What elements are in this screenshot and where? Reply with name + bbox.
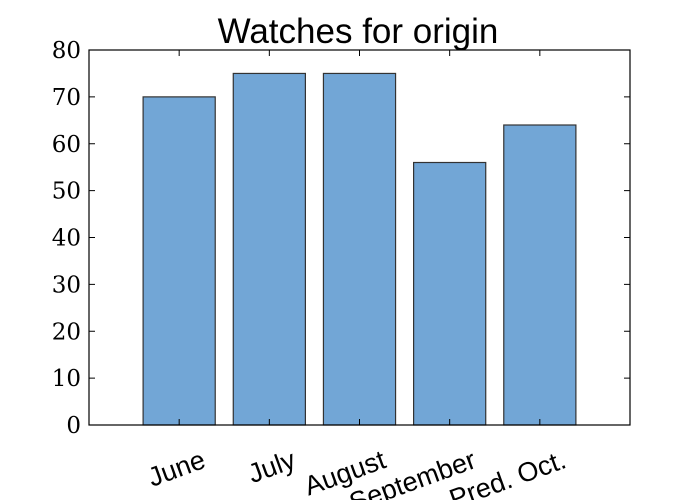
y-tick-label: 80 [52,38,81,64]
bar-september [413,161,487,426]
y-tick-label: 0 [66,413,81,439]
bars-layer [142,72,577,426]
x-tick-label: July [244,444,300,489]
x-tick-label: June [144,444,209,492]
y-tick-label: 30 [52,272,81,298]
bar-june [142,96,216,426]
y-tick-label: 40 [52,226,81,252]
y-tick-label: 10 [52,366,81,392]
bar-pred-oct [503,124,577,426]
y-tick-label: 20 [52,319,81,345]
y-tick-label: 50 [52,179,81,205]
chart-title: Watches for origin [218,12,499,51]
y-tick-label: 60 [52,132,81,158]
plot-area-frame [88,49,631,426]
y-tick-label: 70 [52,85,81,111]
bar-july [232,72,306,426]
bar-august [322,72,397,426]
